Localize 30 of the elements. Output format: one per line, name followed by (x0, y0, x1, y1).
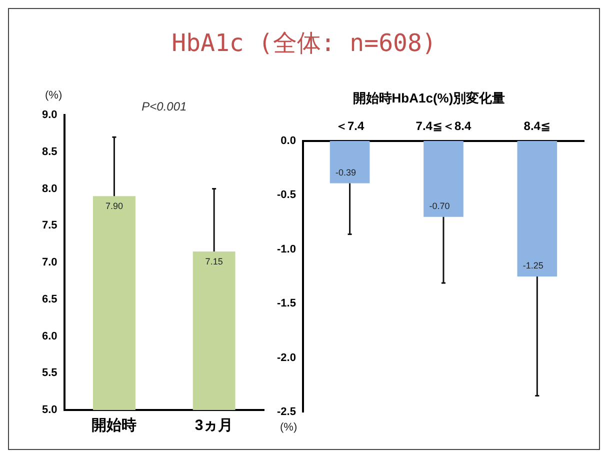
y-tick-label: 8.0 (42, 182, 58, 195)
y-tick-label: -2.0 (276, 352, 296, 364)
y-tick-label: 6.0 (42, 330, 58, 342)
y-tick-label: 9.0 (42, 109, 58, 122)
y-axis-title: (%) (45, 90, 62, 102)
text: P<0.001 (142, 99, 187, 114)
y-tick-label: -0.5 (276, 189, 296, 202)
data-label: -1.25 (522, 260, 544, 270)
data-label: -0.39 (336, 167, 356, 178)
x-tick-label: ＜7.4 (335, 119, 364, 134)
y-tick-label: -1.0 (276, 243, 296, 256)
x-tick-label: 3ヵ月 (194, 417, 234, 434)
y-tick-label: 7.0 (42, 256, 58, 269)
y-tick-label: 0.0 (280, 135, 296, 148)
y-tick-label: 5.5 (42, 367, 58, 380)
y-tick-label: 7.5 (42, 220, 58, 232)
y-tick-label: 5.0 (42, 404, 58, 416)
y-tick-label: -1.5 (276, 298, 296, 310)
y-axis-title: (%) (280, 422, 298, 434)
y-tick-label: 8.5 (42, 146, 58, 158)
x-tick-label: 7.4≦＜8.4 (416, 119, 472, 134)
y-tick-label: -2.5 (276, 406, 296, 418)
data-label: 7.90 (105, 201, 123, 212)
data-label: 7.15 (205, 256, 223, 266)
data-label: -0.70 (429, 200, 450, 211)
chart-title: HbA1c (全体: n=608) (170, 28, 438, 59)
y-tick-label: 6.5 (42, 293, 58, 306)
x-tick-label: 開始時 (92, 417, 137, 434)
x-tick-label: 8.4≦ (524, 119, 551, 134)
chart-title: 開始時HbA1c(%)別変化量 (352, 90, 506, 106)
